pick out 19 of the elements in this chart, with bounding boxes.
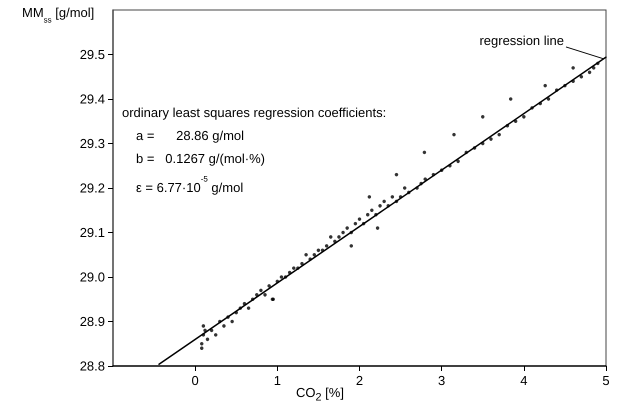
x-tick-label: 5 [602,373,610,388]
x-axis-title: CO$_{2}$ [%] [296,385,344,404]
x-tick-label: 2 [356,373,364,388]
annotation: b = 0.1267 g/(mol·%) [136,151,265,166]
y-tick-label: 29.3 [80,136,105,151]
y-tick-label: 29.1 [80,225,105,240]
annotation: ordinary least squares regression coefficients: [122,105,386,120]
annotation: a = 28.86 g/mol [136,128,244,143]
y-tick-label: 29.5 [80,47,105,62]
x-tick-label: 0 [192,373,199,388]
x-tick-label: 3 [438,373,446,388]
y-tick-label: 28.8 [80,358,105,374]
y-tick-label: 29.0 [80,270,105,284]
x-tick-label: 4 [520,373,528,388]
y-tick-label: 29.4 [80,92,105,106]
y-tick-label: 28.9 [80,314,105,329]
y-tick-label: 29.2 [80,180,105,196]
x-tick-label: 1 [274,373,281,388]
annotation: regression line [479,32,564,48]
